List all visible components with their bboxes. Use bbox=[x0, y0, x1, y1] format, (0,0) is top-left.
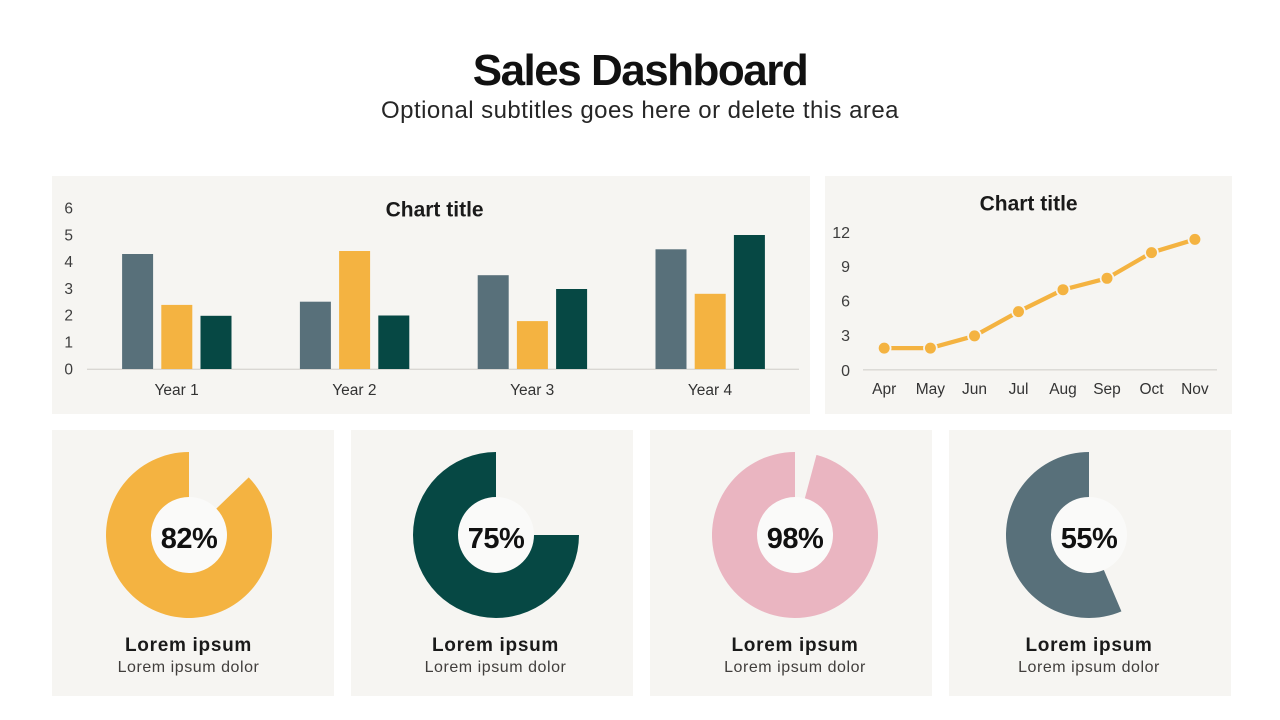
svg-text:0: 0 bbox=[841, 363, 850, 380]
svg-text:Year 1: Year 1 bbox=[154, 382, 198, 399]
svg-text:Sep: Sep bbox=[1093, 381, 1121, 398]
svg-text:75%: 75% bbox=[467, 523, 524, 555]
svg-text:Chart title: Chart title bbox=[386, 199, 484, 222]
svg-text:Apr: Apr bbox=[872, 381, 896, 398]
svg-text:Year 3: Year 3 bbox=[510, 382, 554, 399]
svg-text:6: 6 bbox=[64, 201, 73, 218]
svg-text:98%: 98% bbox=[767, 523, 824, 555]
svg-text:Year 2: Year 2 bbox=[332, 382, 376, 399]
svg-text:55%: 55% bbox=[1061, 523, 1118, 555]
svg-text:5: 5 bbox=[64, 227, 73, 244]
svg-text:Chart title: Chart title bbox=[980, 193, 1078, 216]
svg-text:Year 4: Year 4 bbox=[688, 382, 733, 399]
svg-text:2: 2 bbox=[64, 308, 73, 325]
svg-text:82%: 82% bbox=[160, 523, 217, 555]
svg-text:Nov: Nov bbox=[1181, 381, 1209, 398]
svg-text:9: 9 bbox=[841, 259, 850, 276]
svg-text:May: May bbox=[916, 381, 946, 398]
svg-text:3: 3 bbox=[841, 328, 850, 345]
svg-text:Aug: Aug bbox=[1049, 381, 1077, 398]
svg-text:6: 6 bbox=[841, 294, 850, 311]
svg-text:4: 4 bbox=[64, 254, 73, 271]
svg-text:0: 0 bbox=[64, 361, 73, 378]
svg-text:3: 3 bbox=[64, 281, 73, 298]
svg-text:Oct: Oct bbox=[1139, 381, 1164, 398]
svg-text:12: 12 bbox=[832, 225, 850, 242]
svg-text:1: 1 bbox=[64, 335, 73, 352]
svg-text:Jun: Jun bbox=[962, 381, 987, 398]
svg-text:Jul: Jul bbox=[1009, 381, 1029, 398]
